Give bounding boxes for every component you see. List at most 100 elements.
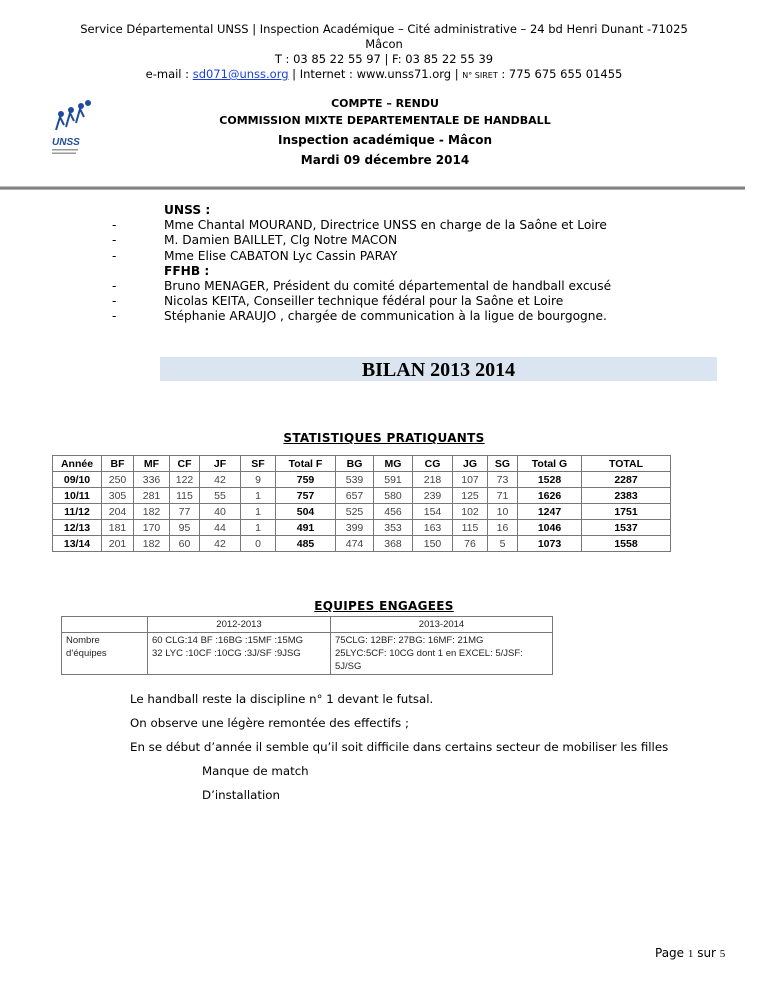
row-label-line: Nombre bbox=[66, 635, 100, 646]
table-cell: 181 bbox=[101, 519, 134, 536]
handball-players-icon: UNSS bbox=[52, 100, 91, 154]
table-cell: 42 bbox=[199, 535, 241, 552]
attendee-item: - Mme Elise CABATON Lyc Cassin PARAY bbox=[112, 249, 611, 264]
table-cell: 71 bbox=[487, 487, 518, 504]
table-cell: 40 bbox=[199, 503, 241, 520]
row-label: Nombre d’équipes bbox=[61, 632, 148, 675]
attendee-text: Mme Elise CABATON Lyc Cassin PARAY bbox=[164, 248, 398, 263]
table-header: 2013-2014 bbox=[330, 616, 553, 633]
column-header: BF bbox=[101, 455, 134, 472]
letterhead-city: Mâcon bbox=[365, 37, 403, 51]
table-cell: 525 bbox=[335, 503, 374, 520]
siret-label: N° SIRET bbox=[462, 71, 498, 80]
table-cell: 13/14 bbox=[52, 535, 102, 552]
column-header: MG bbox=[373, 455, 413, 472]
table-cell: 115 bbox=[169, 487, 200, 504]
attendee-item: UNSS : bbox=[112, 203, 611, 218]
table-cell: 102 bbox=[452, 503, 488, 520]
table-cell: 1073 bbox=[517, 535, 582, 552]
table-cell: 504 bbox=[275, 503, 336, 520]
attendee-text: Nicolas KEITA, Conseiller technique fédé… bbox=[164, 294, 564, 309]
teams-title: EQUIPES ENGAGEES bbox=[314, 599, 454, 613]
cell-line: 25LYC:5CF: 10CG dont 1 en EXCEL: 5/JSF: … bbox=[335, 648, 523, 672]
table-cell: 150 bbox=[412, 535, 453, 552]
table-cell: 1046 bbox=[517, 519, 582, 536]
table-cell: 60 bbox=[169, 535, 200, 552]
table-cell: 580 bbox=[373, 487, 413, 504]
table-row: 10/11 305 281 115 55 1 757 657 580 239 125 71 1626 23… bbox=[52, 487, 671, 504]
header-divider bbox=[0, 186, 745, 190]
column-header: SF bbox=[240, 455, 276, 472]
table-cell: 491 bbox=[275, 519, 336, 536]
table-header: 2012-2013 bbox=[147, 616, 331, 633]
page-number: 1 bbox=[687, 948, 694, 960]
table-cell: 657 bbox=[335, 487, 374, 504]
table-row: 12/13 181 170 95 44 1 491 399 353 163 115 16 1046 153… bbox=[52, 519, 671, 536]
column-header: CF bbox=[169, 455, 200, 472]
table-cell: 122 bbox=[169, 471, 200, 488]
column-header: Année bbox=[52, 455, 102, 472]
table-cell: 353 bbox=[373, 519, 413, 536]
stats-title: STATISTIQUES PRATIQUANTS bbox=[283, 431, 485, 445]
column-header: Total G bbox=[517, 455, 582, 472]
title-line-2: COMMISSION MIXTE DEPARTEMENTALE DE HANDB… bbox=[219, 114, 551, 127]
siret-value: : 775 675 655 01455 bbox=[497, 67, 623, 81]
column-header: MF bbox=[133, 455, 170, 472]
attendee-text: UNSS : bbox=[164, 203, 211, 217]
table-cell: 368 bbox=[373, 535, 413, 552]
table-cell: 154 bbox=[412, 503, 453, 520]
table-cell: 1626 bbox=[517, 487, 582, 504]
list-dash: - bbox=[112, 248, 117, 263]
table-cell: 204 bbox=[101, 503, 134, 520]
table-cell: 1528 bbox=[517, 471, 582, 488]
table-cell: 11/12 bbox=[52, 503, 102, 520]
body-paragraph: Manque de match bbox=[202, 764, 309, 778]
table-cell: 539 bbox=[335, 471, 374, 488]
table-cell: 5 bbox=[487, 535, 518, 552]
table-cell: 2383 bbox=[581, 487, 671, 504]
table-cell: 125 bbox=[452, 487, 488, 504]
table-cell: 77 bbox=[169, 503, 200, 520]
table-cell: 60 CLG:14 BF :16BG :15MF :15MG 32 LYC :10… bbox=[147, 632, 331, 675]
teams-table: 2012-2013 2013-2014 Nombre d’équipes 60 C… bbox=[61, 616, 553, 675]
list-dash: - bbox=[112, 218, 117, 233]
table-cell: 336 bbox=[133, 471, 170, 488]
letterhead: Service Départemental UNSS | Inspection … bbox=[0, 22, 768, 83]
attendees-list: UNSS : - Mme Chantal MOURAND, Directrice U… bbox=[112, 203, 611, 325]
attendee-text: M. Damien BAILLET, Clg Notre MACON bbox=[164, 233, 398, 248]
table-cell: 0 bbox=[240, 535, 276, 552]
table-cell: 107 bbox=[452, 471, 488, 488]
table-cell: 1 bbox=[240, 503, 276, 520]
table-cell: 399 bbox=[335, 519, 374, 536]
table-cell: 16 bbox=[487, 519, 518, 536]
table-cell: 182 bbox=[133, 535, 170, 552]
table-row: 2012-2013 2013-2014 bbox=[61, 616, 553, 633]
attendee-item: FFHB : bbox=[112, 264, 611, 279]
table-cell: 44 bbox=[199, 519, 241, 536]
column-header: SG bbox=[487, 455, 518, 472]
table-cell: 76 bbox=[452, 535, 488, 552]
letterhead-phone: T : 03 85 22 55 97 | F: 03 85 22 55 39 bbox=[274, 52, 494, 66]
table-cell: 281 bbox=[133, 487, 170, 504]
table-cell: 1 bbox=[240, 487, 276, 504]
table-cell: 239 bbox=[412, 487, 453, 504]
email-link[interactable]: sd071@unss.org bbox=[192, 67, 289, 81]
table-cell: 1 bbox=[240, 519, 276, 536]
table-cell: 485 bbox=[275, 535, 336, 552]
table-cell: 201 bbox=[101, 535, 134, 552]
table-cell: 250 bbox=[101, 471, 134, 488]
cell-line: 75CLG: 12BF: 27BG: 16MF: 21MG bbox=[335, 635, 484, 646]
page-of: sur bbox=[693, 946, 720, 960]
table-row: 13/14 201 182 60 42 0 485 474 368 150 76 5 1073 1558 bbox=[52, 535, 671, 552]
table-cell: 55 bbox=[199, 487, 241, 504]
attendee-text: Mme Chantal MOURAND, Directrice UNSS en … bbox=[164, 218, 607, 233]
list-dash: - bbox=[112, 233, 117, 248]
list-dash: - bbox=[112, 309, 117, 324]
column-header: Total F bbox=[275, 455, 336, 472]
table-cell: 95 bbox=[169, 519, 200, 536]
table-row: Nombre d’équipes 60 CLG:14 BF :16BG :15MF… bbox=[61, 632, 553, 675]
table-cell: 218 bbox=[412, 471, 453, 488]
table-cell: 1247 bbox=[517, 503, 582, 520]
